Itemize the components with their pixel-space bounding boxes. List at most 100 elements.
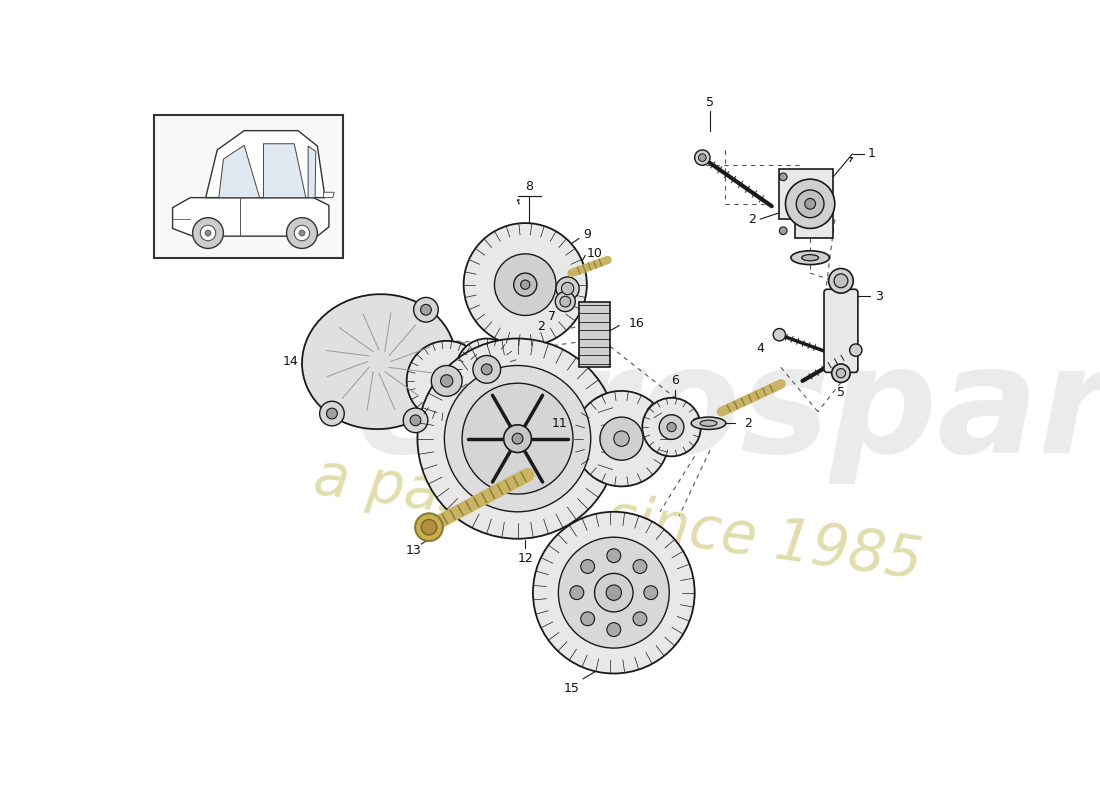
Circle shape [614,431,629,446]
Circle shape [607,622,620,637]
Circle shape [299,230,305,236]
Text: eurospares: eurospares [356,339,1100,484]
Text: 5: 5 [706,96,714,109]
Circle shape [574,391,669,486]
Polygon shape [219,146,260,198]
Circle shape [836,369,846,378]
Ellipse shape [302,294,455,429]
Polygon shape [206,130,326,198]
Circle shape [421,519,437,535]
Text: 12: 12 [517,551,534,565]
Circle shape [513,434,522,444]
Circle shape [560,296,571,307]
Circle shape [473,355,500,383]
Bar [154,115,343,258]
Circle shape [785,179,835,229]
Ellipse shape [802,254,818,261]
Circle shape [667,422,676,432]
Polygon shape [779,169,834,238]
Text: 2: 2 [537,321,544,334]
Polygon shape [323,192,334,198]
Polygon shape [264,144,306,198]
Circle shape [561,282,574,294]
Circle shape [570,586,584,599]
Circle shape [192,218,223,249]
Circle shape [556,291,575,311]
Circle shape [417,338,618,538]
Circle shape [205,230,211,236]
Text: 4: 4 [756,342,764,355]
Text: a passion since 1985: a passion since 1985 [310,449,925,590]
Circle shape [295,226,310,241]
Circle shape [606,585,621,600]
Text: 8: 8 [525,179,533,193]
Circle shape [532,512,695,674]
Circle shape [849,344,862,356]
Circle shape [773,329,785,341]
Circle shape [440,374,453,387]
Circle shape [287,218,318,249]
Circle shape [557,277,579,300]
Circle shape [581,612,595,626]
Circle shape [779,173,788,181]
Text: 11: 11 [552,417,568,430]
Circle shape [600,417,643,460]
Text: 3: 3 [876,290,883,302]
Circle shape [520,280,530,290]
Circle shape [464,223,587,346]
Circle shape [420,304,431,315]
Circle shape [695,150,711,166]
Circle shape [805,198,815,209]
Circle shape [415,514,443,541]
Text: 10: 10 [586,247,603,260]
Circle shape [832,364,850,382]
Circle shape [828,269,854,293]
Circle shape [462,383,573,494]
Polygon shape [308,146,316,198]
Ellipse shape [791,250,829,265]
Text: 6: 6 [671,374,680,387]
Circle shape [200,226,216,241]
Circle shape [659,414,684,439]
Text: 15: 15 [563,682,580,695]
Circle shape [514,273,537,296]
Ellipse shape [691,417,726,430]
Circle shape [796,190,824,218]
Circle shape [581,559,595,574]
Polygon shape [173,198,329,236]
Circle shape [504,425,531,453]
Circle shape [698,154,706,162]
Text: 9: 9 [583,228,591,241]
Text: 13: 13 [406,544,421,557]
Circle shape [431,366,462,396]
Circle shape [607,549,620,562]
Circle shape [407,341,486,421]
Text: 2: 2 [745,417,752,430]
Circle shape [455,338,517,400]
Circle shape [320,402,344,426]
FancyBboxPatch shape [824,290,858,373]
Circle shape [834,274,848,288]
Circle shape [779,227,788,234]
Circle shape [632,559,647,574]
Ellipse shape [700,420,717,426]
Text: 5: 5 [837,386,845,399]
Circle shape [414,298,438,322]
Circle shape [444,366,591,512]
Text: 1: 1 [868,147,876,160]
Text: 7: 7 [548,310,557,323]
Circle shape [594,574,634,612]
Text: 2: 2 [748,213,757,226]
Bar [580,302,609,367]
Circle shape [559,538,669,648]
Circle shape [495,254,556,315]
Circle shape [642,398,701,456]
Text: 16: 16 [629,317,645,330]
Circle shape [327,408,338,419]
Circle shape [410,415,421,426]
Circle shape [644,586,658,599]
Circle shape [404,408,428,433]
Circle shape [632,612,647,626]
Circle shape [482,364,492,374]
Text: 14: 14 [283,355,298,368]
